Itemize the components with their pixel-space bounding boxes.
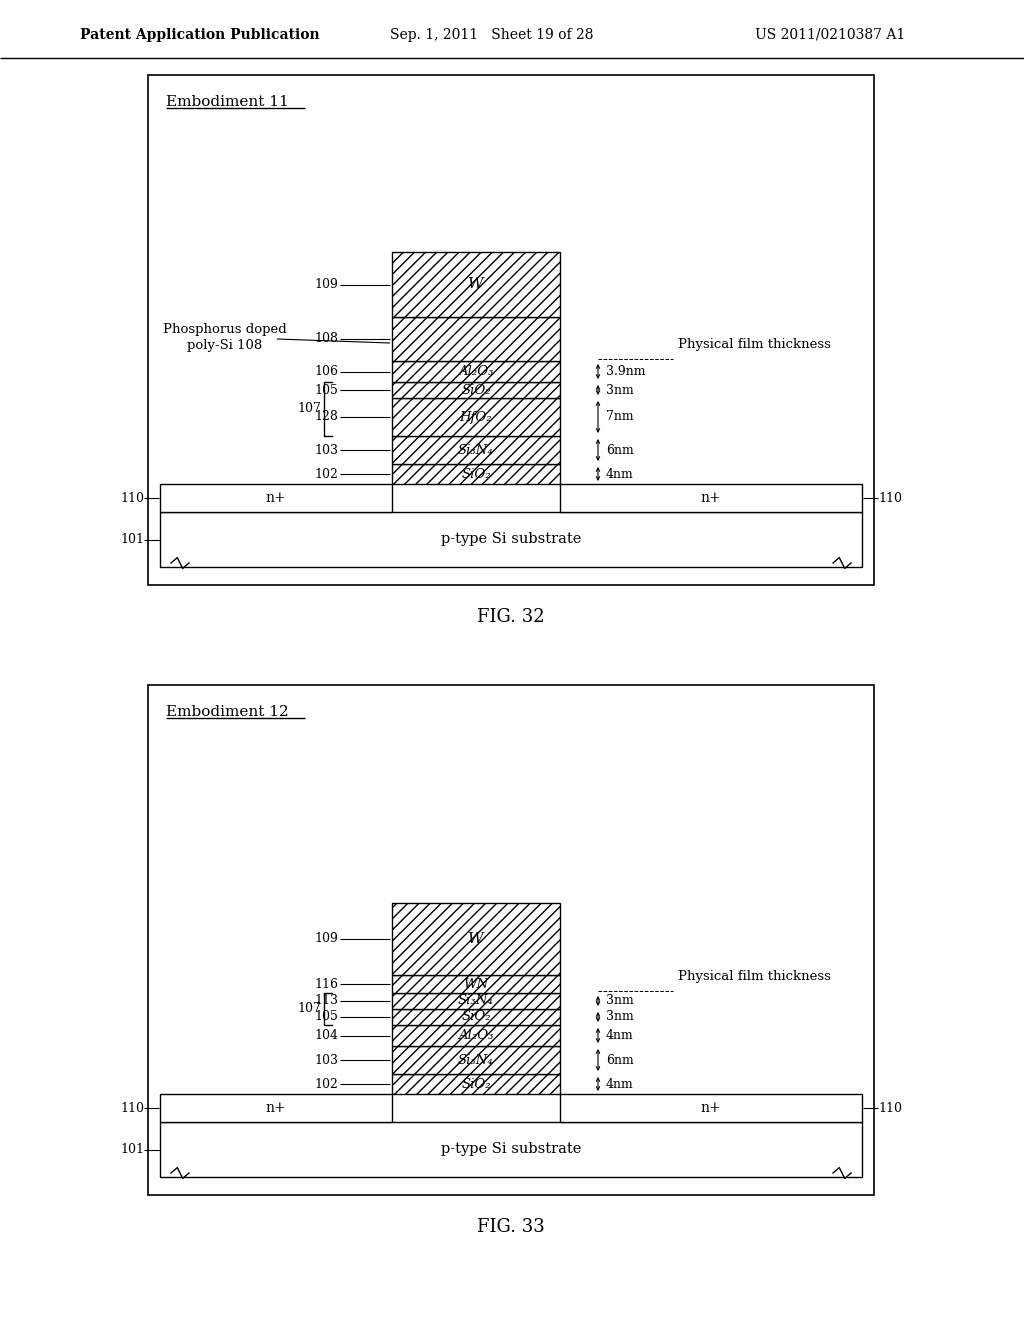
Text: 109: 109 (314, 279, 338, 290)
Bar (392, 1026, 560, 1045)
Text: Physical film thickness: Physical film thickness (678, 970, 830, 983)
Text: n+: n+ (700, 491, 721, 506)
Bar (392, 993, 560, 1008)
Bar (160, 1122, 862, 1177)
Bar (392, 399, 560, 436)
Text: 4nm: 4nm (606, 1077, 634, 1090)
Bar (148, 75, 874, 585)
Text: 105: 105 (314, 384, 338, 396)
Bar (392, 975, 560, 993)
Bar (160, 484, 392, 512)
Text: 108: 108 (314, 333, 338, 346)
Text: Si₃N₄: Si₃N₄ (458, 1053, 494, 1067)
Text: 109: 109 (314, 932, 338, 945)
Bar (392, 436, 560, 465)
Text: 116: 116 (314, 978, 338, 990)
Text: 110: 110 (878, 1101, 902, 1114)
Bar (392, 252, 560, 317)
Text: Embodiment 11: Embodiment 11 (166, 95, 289, 110)
Text: 4nm: 4nm (606, 1030, 634, 1041)
Bar (392, 903, 560, 975)
Text: 3nm: 3nm (606, 994, 634, 1007)
Text: Si₃N₄: Si₃N₄ (458, 994, 494, 1007)
Text: 110: 110 (878, 491, 902, 504)
Bar (392, 317, 560, 360)
Bar (392, 381, 560, 399)
Bar (392, 360, 560, 381)
Text: SiO₂: SiO₂ (461, 384, 490, 396)
Text: Si₃N₄: Si₃N₄ (458, 444, 494, 457)
Text: n+: n+ (265, 491, 287, 506)
Text: W: W (468, 932, 483, 946)
Text: Sep. 1, 2011   Sheet 19 of 28: Sep. 1, 2011 Sheet 19 of 28 (390, 28, 594, 42)
Text: 107: 107 (297, 403, 321, 416)
Text: 3.9nm: 3.9nm (606, 366, 645, 378)
Text: Phosphorus doped: Phosphorus doped (163, 322, 287, 335)
Text: SiO₂: SiO₂ (461, 1011, 490, 1023)
Bar (560, 484, 862, 512)
Text: US 2011/0210387 A1: US 2011/0210387 A1 (755, 28, 905, 42)
Text: FIG. 32: FIG. 32 (477, 609, 545, 626)
Text: n+: n+ (265, 1101, 287, 1115)
Text: 103: 103 (314, 444, 338, 457)
Text: SiO₂: SiO₂ (461, 1077, 490, 1090)
Text: 3nm: 3nm (606, 1011, 634, 1023)
Text: 102: 102 (314, 1077, 338, 1090)
Bar (560, 1094, 862, 1122)
Text: 6nm: 6nm (606, 444, 634, 457)
Text: 103: 103 (314, 1053, 338, 1067)
Text: Patent Application Publication: Patent Application Publication (80, 28, 319, 42)
Text: 4nm: 4nm (606, 467, 634, 480)
Text: 6nm: 6nm (606, 1053, 634, 1067)
Bar (148, 685, 874, 1195)
Text: poly-Si 108: poly-Si 108 (187, 338, 262, 351)
Text: Embodiment 12: Embodiment 12 (166, 705, 289, 719)
Bar (392, 1008, 560, 1026)
Text: 104: 104 (314, 1030, 338, 1041)
Text: 107: 107 (297, 1002, 321, 1015)
Text: 113: 113 (314, 994, 338, 1007)
Text: 128: 128 (314, 411, 338, 424)
Bar (392, 465, 560, 484)
Text: 105: 105 (314, 1011, 338, 1023)
Text: WN: WN (464, 978, 488, 990)
Text: p-type Si substrate: p-type Si substrate (440, 1143, 582, 1156)
Text: Physical film thickness: Physical film thickness (678, 338, 830, 351)
Text: 110: 110 (120, 491, 144, 504)
Text: 7nm: 7nm (606, 411, 634, 424)
Bar (392, 1074, 560, 1094)
Text: n+: n+ (700, 1101, 721, 1115)
Text: Al₂O₃: Al₂O₃ (459, 1030, 494, 1041)
Text: W: W (468, 277, 483, 292)
Text: FIG. 33: FIG. 33 (477, 1218, 545, 1236)
Bar (392, 1045, 560, 1074)
Text: p-type Si substrate: p-type Si substrate (440, 532, 582, 546)
Bar (160, 512, 862, 568)
Bar (160, 1094, 392, 1122)
Text: SiO₂: SiO₂ (461, 467, 490, 480)
Text: Al₂O₃: Al₂O₃ (459, 366, 494, 378)
Text: 110: 110 (120, 1101, 144, 1114)
Text: HfO₂: HfO₂ (460, 411, 493, 424)
Text: 106: 106 (314, 366, 338, 378)
Text: 102: 102 (314, 467, 338, 480)
Text: 101: 101 (120, 533, 144, 546)
Text: 101: 101 (120, 1143, 144, 1156)
Text: 3nm: 3nm (606, 384, 634, 396)
